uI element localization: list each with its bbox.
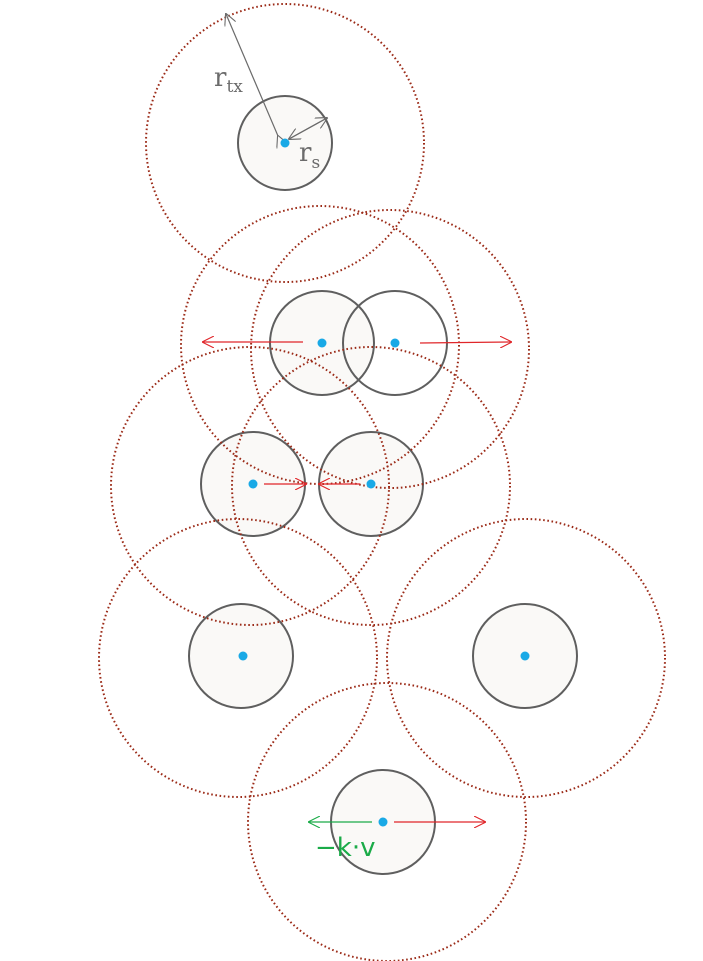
range-circle-4 <box>110 346 390 626</box>
sensor-circles <box>188 95 578 875</box>
range-circle-8 <box>247 682 527 961</box>
range-circles <box>98 3 666 961</box>
range-circle-2 <box>180 205 460 485</box>
radius-annotations <box>226 14 327 139</box>
node-dot-8 <box>378 817 388 827</box>
transmit-radius-label: rtx <box>214 63 243 97</box>
force-arrows <box>203 342 511 822</box>
node-dot-5 <box>366 479 376 489</box>
node-dot-1 <box>280 138 290 148</box>
range-circle-3 <box>250 209 530 489</box>
sensor-radius-arrow-back <box>289 117 328 139</box>
node-dot-6 <box>238 651 248 661</box>
range-circle-5 <box>231 346 511 626</box>
node-dot-4 <box>248 479 258 489</box>
range-circle-1 <box>145 3 425 283</box>
repulsion-arrow-right <box>419 342 511 343</box>
node-dots <box>238 138 530 827</box>
node-dot-3 <box>390 338 400 348</box>
range-circle-6 <box>98 518 378 798</box>
range-circle-7 <box>386 518 666 798</box>
transmit-radius-arrow <box>226 14 278 136</box>
node-dot-7 <box>520 651 530 661</box>
node-dot-2 <box>317 338 327 348</box>
sensor-radius-label: rs <box>299 138 320 173</box>
damping-label: −k·v <box>315 833 376 863</box>
